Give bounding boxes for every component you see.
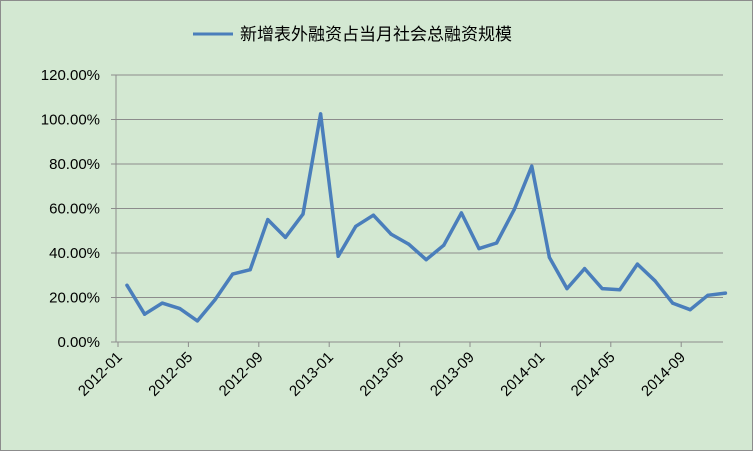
legend: 新增表外融资占当月社会总融资规模 [193, 25, 512, 45]
y-tick-label: 100.00% [41, 112, 100, 129]
y-tick-label: 0.00% [57, 334, 100, 351]
data-point [459, 211, 463, 215]
data-point [671, 301, 675, 305]
legend-label: 新增表外融资占当月社会总融资规模 [240, 25, 512, 45]
data-point [407, 242, 411, 246]
y-tick-label: 20.00% [49, 290, 100, 307]
data-point [213, 298, 217, 302]
data-point [600, 287, 604, 291]
x-tick-label: 2012-01 [75, 349, 126, 400]
data-point [653, 279, 657, 283]
y-tick-label: 60.00% [49, 201, 100, 218]
data-point [266, 218, 270, 222]
x-tick-label: 2013-05 [356, 349, 407, 400]
gridlines [116, 74, 723, 298]
x-tick-label: 2013-01 [286, 349, 337, 400]
data-point [319, 112, 323, 116]
x-tick-label: 2012-09 [216, 349, 267, 400]
data-point [512, 208, 516, 212]
x-tick-label: 2014-09 [638, 349, 689, 400]
data-point [635, 262, 640, 266]
data-point [301, 212, 305, 216]
data-point [530, 164, 534, 168]
data-point [160, 301, 164, 305]
y-tick-label: 120.00% [41, 67, 100, 84]
data-point [371, 213, 375, 217]
data-point [688, 308, 692, 312]
y-tick-label: 40.00% [49, 245, 100, 262]
series-line [125, 112, 728, 323]
series-layer [125, 112, 728, 323]
data-point [424, 258, 428, 262]
y-tick-label: 80.00% [49, 156, 100, 173]
data-point [583, 267, 587, 271]
data-point [495, 241, 499, 245]
tick-labels: 0.00% 20.00% 40.00% 60.00% 80.00% 100.00% 120.… [41, 67, 689, 400]
data-point [248, 268, 252, 272]
data-point [283, 235, 287, 239]
data-point [723, 291, 728, 295]
data-point [565, 287, 569, 291]
x-tick-label: 2013-09 [427, 349, 478, 400]
data-point [231, 272, 235, 276]
data-point [706, 293, 710, 297]
x-tick-label: 2012-05 [145, 349, 196, 400]
x-tick-label: 2014-01 [497, 349, 548, 400]
axes [111, 74, 723, 347]
data-point [336, 254, 340, 258]
data-point [143, 312, 147, 316]
x-tick-label: 2014-05 [568, 349, 619, 400]
data-point [618, 288, 622, 292]
data-point [354, 224, 358, 228]
data-point [195, 319, 199, 323]
data-point [547, 255, 552, 259]
data-point [178, 307, 182, 311]
data-point [389, 232, 393, 236]
data-point [125, 283, 129, 287]
data-point [442, 243, 446, 247]
data-point [477, 247, 481, 251]
